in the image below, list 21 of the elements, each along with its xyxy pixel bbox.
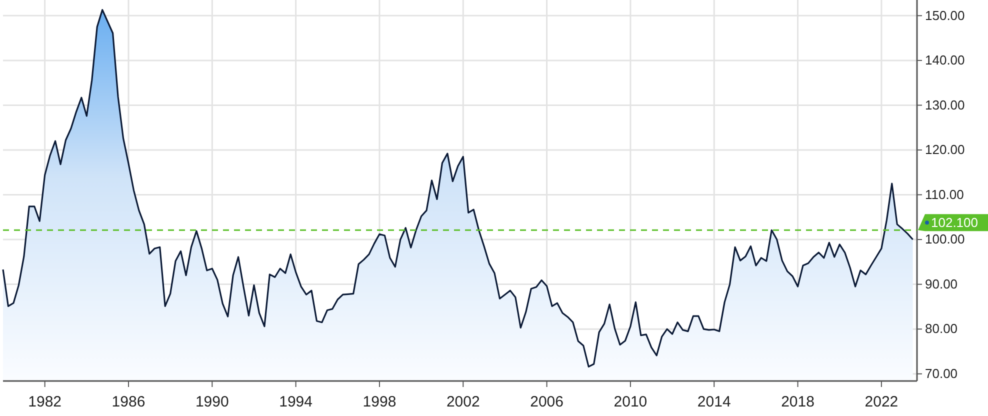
- x-tick-label: 1986: [112, 394, 146, 410]
- y-tick-label: 90.00: [925, 276, 958, 292]
- x-tick-label: 2022: [864, 394, 898, 410]
- y-tick-label: 140.00: [925, 52, 965, 68]
- x-tick-label: 2006: [530, 394, 564, 410]
- y-tick-label: 70.00: [925, 366, 958, 381]
- x-tick-label: 1998: [362, 394, 396, 410]
- y-tick-label: 80.00: [925, 321, 958, 336]
- x-tick-label: 2018: [781, 394, 814, 410]
- x-tick-label: 2010: [614, 394, 648, 410]
- x-tick-label: 1994: [279, 394, 312, 410]
- y-tick-label: 110.00: [925, 186, 964, 202]
- y-tick-label: 100.00: [925, 232, 965, 247]
- x-tick-label: 2014: [697, 394, 731, 410]
- y-tick-label: 120.00: [925, 142, 965, 158]
- y-tick-label: 130.00: [925, 97, 965, 112]
- x-tick-label: 1982: [28, 394, 62, 410]
- x-tick-label: 2002: [446, 394, 480, 410]
- ref-line-label: 102.100: [931, 215, 978, 230]
- x-tick-label: 1990: [195, 394, 229, 410]
- y-tick-label: 150.00: [925, 8, 965, 23]
